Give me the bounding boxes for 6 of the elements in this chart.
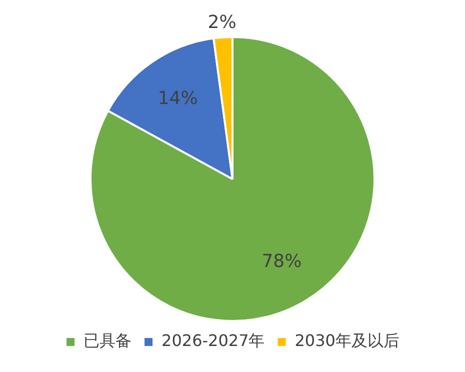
legend-label: 2026-2027年 (162, 331, 265, 350)
legend-label: 2030年及以后 (294, 331, 400, 350)
legend-label: 已具备 (84, 331, 132, 350)
data-label: 2% (208, 12, 236, 34)
data-label: 14% (158, 88, 198, 110)
data-label: 78% (262, 250, 302, 272)
